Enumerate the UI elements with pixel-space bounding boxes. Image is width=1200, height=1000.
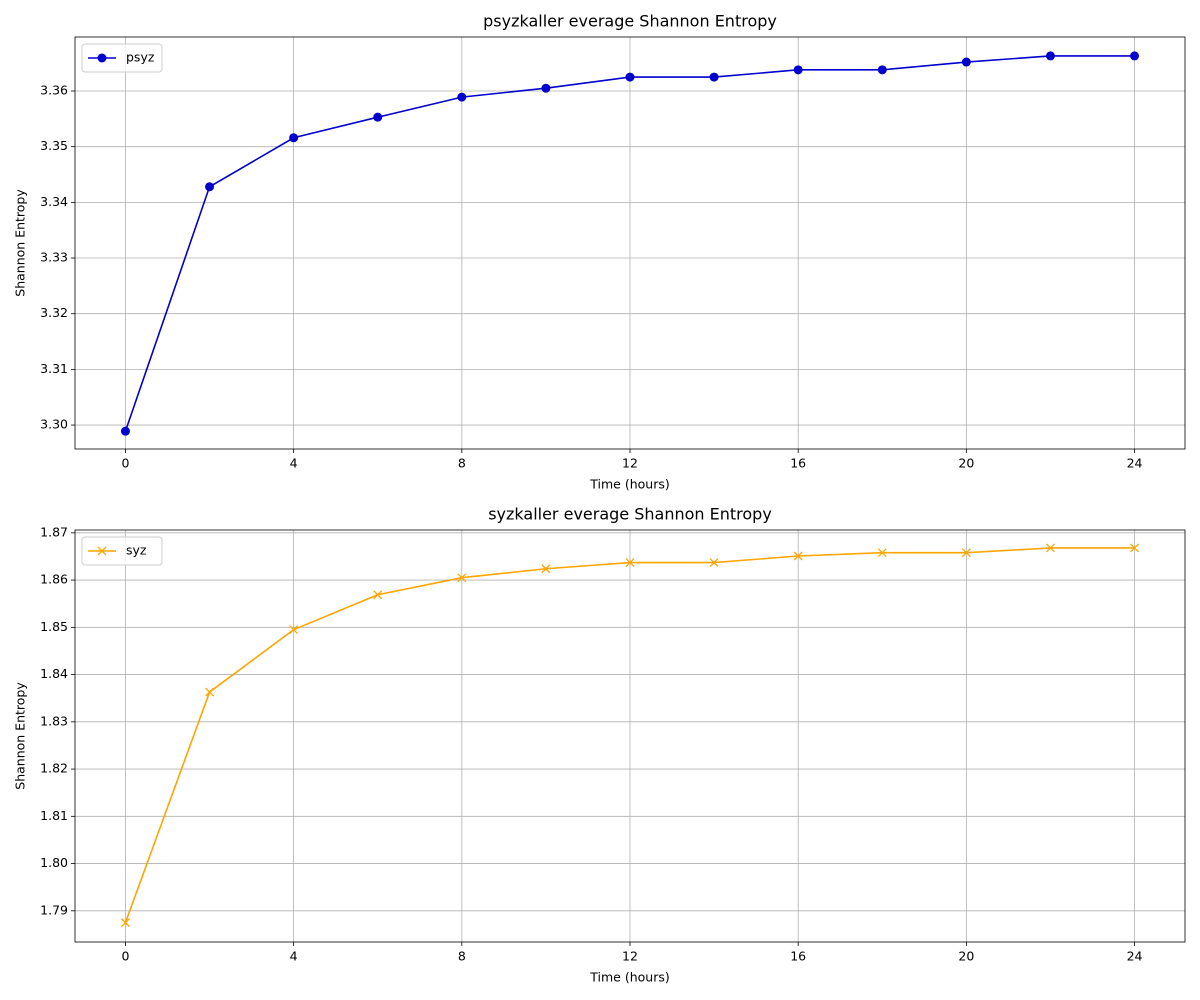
- y-tick-label: 3.34: [40, 194, 68, 209]
- x-axis-label: Time (hours): [589, 970, 669, 985]
- x-tick-label: 24: [1127, 949, 1143, 964]
- chart-title: syzkaller everage Shannon Entropy: [488, 505, 772, 524]
- marker: [120, 918, 130, 928]
- x-tick-label: 4: [290, 456, 298, 471]
- y-tick-label: 1.86: [40, 572, 68, 587]
- x-tick-label: 16: [790, 456, 806, 471]
- marker: [961, 548, 971, 558]
- legend-marker: [97, 546, 107, 556]
- marker: [373, 590, 383, 600]
- marker: [877, 548, 887, 558]
- marker: [1130, 51, 1140, 61]
- marker: [1045, 543, 1055, 553]
- marker: [457, 573, 467, 583]
- y-tick-label: 1.87: [40, 524, 68, 539]
- y-tick-label: 3.36: [40, 83, 68, 98]
- y-tick-label: 3.32: [40, 305, 68, 320]
- marker: [289, 625, 299, 635]
- x-tick-label: 24: [1127, 456, 1143, 471]
- x-tick-label: 16: [790, 949, 806, 964]
- y-tick-label: 3.30: [40, 417, 68, 432]
- x-tick-label: 0: [121, 949, 129, 964]
- legend-label: psyz: [126, 50, 155, 65]
- y-tick-label: 3.35: [40, 138, 68, 153]
- marker: [877, 65, 887, 75]
- x-tick-label: 8: [458, 456, 466, 471]
- marker: [793, 551, 803, 561]
- y-tick-label: 1.79: [40, 902, 68, 917]
- plot-frame: [74, 36, 1186, 450]
- marker: [1130, 543, 1140, 553]
- legend-box: [81, 43, 163, 73]
- x-tick-label: 0: [121, 456, 129, 471]
- marker: [457, 92, 467, 102]
- legend-label: syz: [126, 543, 147, 558]
- y-axis-label: Shannon Entropy: [13, 189, 28, 297]
- y-tick-label: 1.83: [40, 713, 68, 728]
- marker: [205, 687, 215, 697]
- marker: [793, 65, 803, 75]
- marker: [625, 72, 635, 82]
- y-tick-label: 1.80: [40, 855, 68, 870]
- x-tick-label: 20: [958, 949, 974, 964]
- x-tick-label: 4: [290, 949, 298, 964]
- marker: [289, 133, 299, 143]
- marker: [709, 72, 719, 82]
- x-tick-label: 8: [458, 949, 466, 964]
- marker: [961, 57, 971, 67]
- y-tick-label: 3.31: [40, 361, 68, 376]
- marker: [709, 558, 719, 568]
- marker: [205, 182, 215, 192]
- y-tick-label: 1.84: [40, 666, 68, 681]
- y-tick-label: 1.82: [40, 761, 68, 776]
- x-tick-label: 12: [622, 456, 638, 471]
- y-tick-label: 3.33: [40, 250, 68, 265]
- y-tick-label: 1.85: [40, 619, 68, 634]
- y-axis-label: Shannon Entropy: [13, 682, 28, 790]
- x-tick-label: 12: [622, 949, 638, 964]
- x-tick-label: 20: [958, 456, 974, 471]
- plot-frame: [74, 529, 1186, 943]
- marker: [120, 426, 130, 436]
- x-axis-label: Time (hours): [589, 477, 669, 492]
- marker: [541, 83, 551, 93]
- marker: [373, 112, 383, 122]
- legend-marker: [97, 53, 107, 63]
- marker: [625, 558, 635, 568]
- legend-box: [81, 536, 163, 566]
- marker: [541, 564, 551, 574]
- y-tick-label: 1.81: [40, 808, 68, 823]
- chart-title: psyzkaller everage Shannon Entropy: [483, 12, 777, 31]
- marker: [1045, 51, 1055, 61]
